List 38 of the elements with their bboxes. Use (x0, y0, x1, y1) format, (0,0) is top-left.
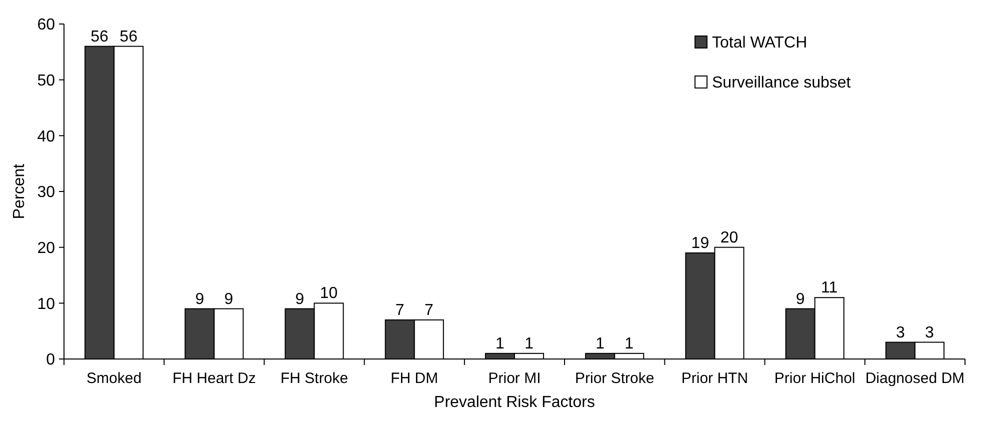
x-tick-label: FH Stroke (280, 370, 348, 387)
data-label: 9 (295, 290, 304, 308)
x-tick-label: FH DM (390, 370, 438, 387)
y-tick-label: 50 (37, 72, 56, 90)
y-axis-title: Percent (11, 163, 28, 220)
x-axis-title: Prevalent Risk Factors (434, 394, 595, 411)
data-label: 10 (320, 285, 338, 302)
data-label: 56 (90, 28, 109, 46)
x-tick-label: Diagnosed DM (865, 370, 965, 387)
data-label: 7 (395, 302, 404, 319)
y-tick-label: 40 (37, 128, 56, 146)
data-label: 1 (596, 335, 605, 352)
data-label: 19 (691, 234, 710, 252)
x-tick-label: Prior HTN (681, 370, 748, 387)
x-tick-label: FH Heart Dz (172, 370, 256, 387)
data-label: 9 (224, 290, 234, 308)
data-label: 1 (624, 335, 634, 352)
legend-label: Total WATCH (712, 34, 808, 52)
x-tick-label: Smoked (86, 370, 142, 387)
y-tick-label: 60 (37, 16, 56, 34)
data-label: 9 (195, 290, 204, 308)
y-tick-label: 30 (37, 184, 56, 202)
y-tick-label: 0 (46, 352, 56, 369)
data-label: 7 (424, 302, 434, 319)
x-tick-label: Prior HiChol (774, 370, 856, 387)
data-label: 1 (496, 335, 505, 352)
y-tick-label: 10 (37, 296, 56, 313)
y-tick-label: 20 (37, 240, 56, 257)
data-label: 3 (925, 324, 934, 342)
data-label: 56 (120, 28, 138, 46)
x-tick-label: Prior Stroke (575, 370, 654, 387)
x-tick-label: Prior MI (488, 370, 541, 387)
data-label: 20 (720, 229, 738, 246)
data-label: 11 (821, 280, 838, 297)
legend-label: Surveillance subset (712, 74, 852, 92)
data-label: 9 (796, 290, 805, 308)
data-label: 3 (896, 324, 905, 342)
data-label: 1 (524, 335, 534, 352)
